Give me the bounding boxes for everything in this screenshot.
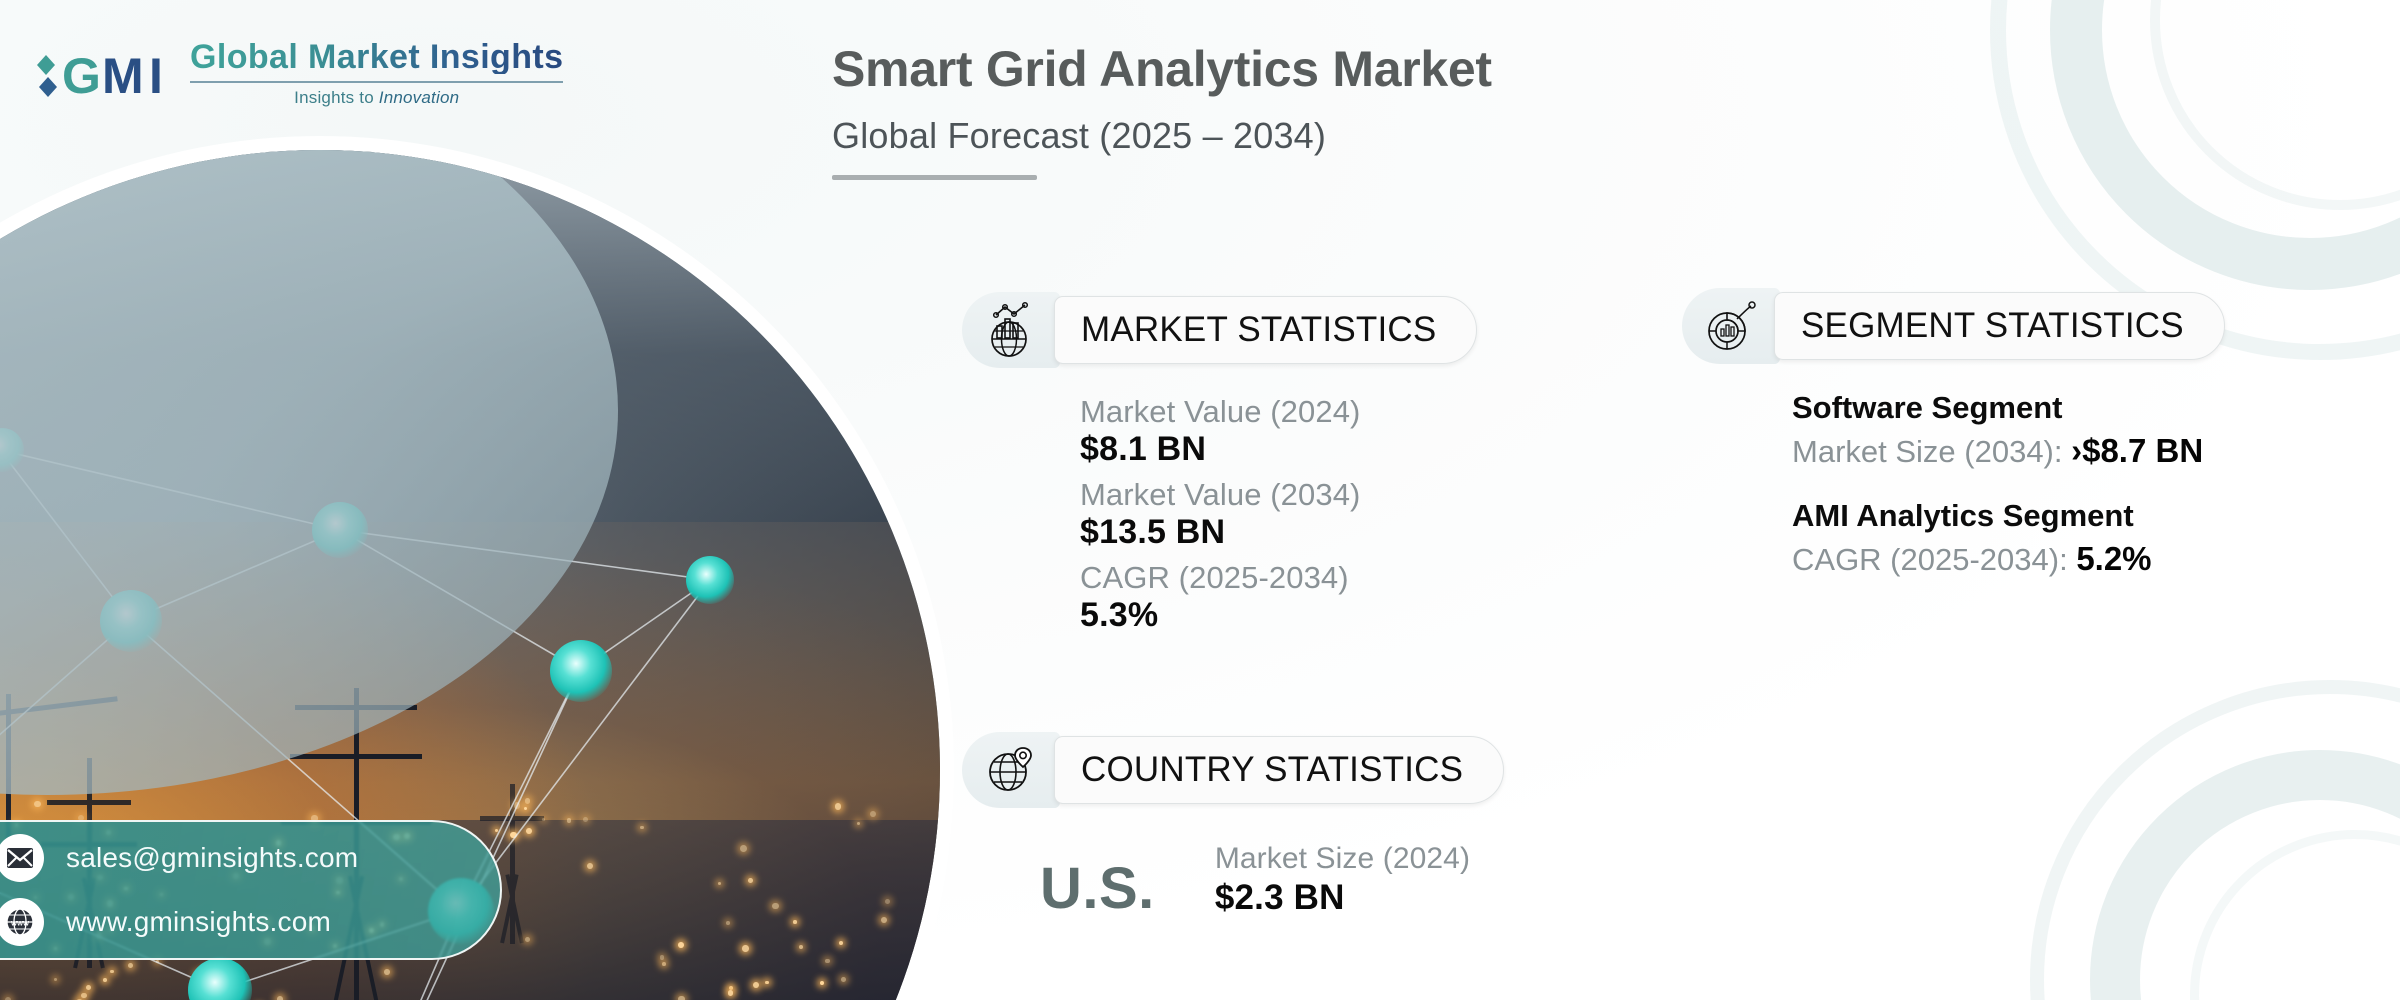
country-statistics-title: COUNTRY STATISTICS <box>1081 750 1464 789</box>
svg-text:G: G <box>62 48 101 104</box>
segment-metric-label: Market Size (2034): <box>1792 434 2072 469</box>
segment-metric-value: 5.2% <box>2076 540 2152 577</box>
country-name: U.S. <box>1040 856 1155 921</box>
gmi-logo[interactable]: G M I Global Market Insights Insights to… <box>36 38 564 108</box>
page-title: Smart Grid Analytics Market <box>832 41 1492 97</box>
brand-name: Global Market Insights <box>190 38 564 76</box>
logo-divider <box>190 81 564 83</box>
envelope-icon <box>0 834 44 882</box>
decorative-arc-top-right-1 <box>2050 0 2400 290</box>
svg-text:I: I <box>149 48 163 104</box>
gmi-logo-icon: G M I <box>36 41 176 107</box>
market-stat-row: Market Value (2034) $13.5 BN <box>1080 477 1477 552</box>
market-stat-label: CAGR (2025-2034) <box>1080 560 1349 595</box>
market-stat-value: 5.3% <box>1080 596 1159 634</box>
decorative-arc-bottom-right-3 <box>2190 830 2400 1000</box>
segment-metric-value: ›$8.7 BN <box>2071 432 2204 469</box>
country-statistics-title-pill: COUNTRY STATISTICS <box>1054 736 1505 804</box>
market-stat-row: CAGR (2025-2034) 5.3% <box>1080 560 1477 635</box>
market-statistics-title: MARKET STATISTICS <box>1081 310 1437 349</box>
segment-statistics-panel: SEGMENT STATISTICS Software Segment Mark… <box>1682 288 2225 584</box>
contact-website-text: www.gminsights.com <box>66 906 332 937</box>
network-node <box>550 640 612 702</box>
brand-tagline: Insights to Innovation <box>294 87 460 107</box>
country-statistics-header: COUNTRY STATISTICS <box>962 732 1505 808</box>
segment-statistics-header: SEGMENT STATISTICS <box>1682 288 2225 364</box>
decorative-arc-bottom-right-1 <box>2090 750 2400 1000</box>
contact-email-row[interactable]: sales@gminsights.com <box>0 834 500 882</box>
globe-bar-chart-icon <box>962 292 1060 368</box>
www-globe-icon: WWW <box>0 898 44 946</box>
market-statistics-header: MARKET STATISTICS <box>962 292 1478 368</box>
page-subtitle: Global Forecast (2025 – 2034) <box>832 115 1327 156</box>
market-statistics-panel: MARKET STATISTICS Market Value (2024) $8… <box>962 292 1478 643</box>
market-stat-label: Market Value (2034) <box>1080 477 1361 512</box>
contact-bar: sales@gminsights.com WWW www.gminsights.… <box>0 820 502 960</box>
contact-email-text: sales@gminsights.com <box>66 842 359 873</box>
market-statistics-title-pill: MARKET STATISTICS <box>1054 296 1478 364</box>
segment-metric-label: CAGR (2025-2034): <box>1792 542 2077 577</box>
segment-statistics-title-pill: SEGMENT STATISTICS <box>1774 292 2225 360</box>
segment-statistics-title: SEGMENT STATISTICS <box>1801 306 2184 345</box>
market-stat-label: Market Value (2024) <box>1080 394 1361 429</box>
svg-text:WWW: WWW <box>11 920 30 927</box>
country-statistics-panel: COUNTRY STATISTICS U.S. Market Size (202… <box>962 732 1505 921</box>
network-node <box>686 556 734 604</box>
svg-text:M: M <box>102 48 144 104</box>
country-stat: Market Size (2024) $2.3 BN <box>1215 842 1470 918</box>
donut-chart-arrow-icon <box>1682 288 1780 364</box>
market-stat-row: Market Value (2024) $8.1 BN <box>1080 394 1477 469</box>
market-stat-value: $8.1 BN <box>1080 430 1207 468</box>
segment-name: Software Segment <box>1792 390 2063 425</box>
segment-metric: Market Size (2034): ›$8.7 BN <box>1792 432 2225 470</box>
segment-name: AMI Analytics Segment <box>1792 498 2134 533</box>
market-stat-value: $13.5 BN <box>1080 513 1226 551</box>
country-stat-value: $2.3 BN <box>1214 878 1345 917</box>
segment-metric: CAGR (2025-2034): 5.2% <box>1792 540 2225 578</box>
title-underline <box>832 175 1037 180</box>
country-stat-label: Market Size (2024) <box>1214 842 1471 875</box>
contact-website-row[interactable]: WWW www.gminsights.com <box>0 898 500 946</box>
decorative-arc-top-right-3 <box>2150 0 2400 210</box>
globe-pin-icon <box>962 732 1060 808</box>
decorative-arc-bottom-right-2 <box>2030 680 2400 1000</box>
headline-block: Smart Grid Analytics Market Global Forec… <box>832 42 1492 180</box>
